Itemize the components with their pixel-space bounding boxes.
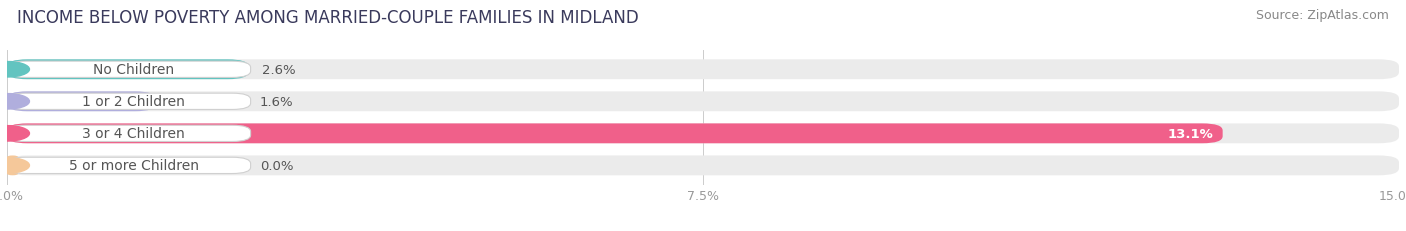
FancyBboxPatch shape [7,92,156,112]
FancyBboxPatch shape [7,62,250,78]
FancyBboxPatch shape [7,94,250,110]
FancyBboxPatch shape [7,124,1223,144]
Circle shape [0,94,30,109]
Text: INCOME BELOW POVERTY AMONG MARRIED-COUPLE FAMILIES IN MIDLAND: INCOME BELOW POVERTY AMONG MARRIED-COUPL… [17,9,638,27]
FancyBboxPatch shape [7,92,1399,112]
FancyBboxPatch shape [7,158,250,174]
Text: 1 or 2 Children: 1 or 2 Children [82,95,186,109]
Circle shape [0,126,30,141]
FancyBboxPatch shape [7,126,250,142]
FancyBboxPatch shape [7,124,1399,144]
Text: 5 or more Children: 5 or more Children [69,159,198,173]
Circle shape [0,158,30,173]
Text: 13.1%: 13.1% [1167,127,1213,140]
FancyBboxPatch shape [7,60,249,80]
Text: Source: ZipAtlas.com: Source: ZipAtlas.com [1256,9,1389,22]
Text: 1.6%: 1.6% [260,95,294,108]
FancyBboxPatch shape [7,156,18,176]
Circle shape [0,62,30,78]
Text: 0.0%: 0.0% [260,159,294,172]
FancyBboxPatch shape [7,60,1399,80]
Text: 3 or 4 Children: 3 or 4 Children [82,127,186,141]
Text: No Children: No Children [93,63,174,77]
FancyBboxPatch shape [7,156,1399,176]
Text: 2.6%: 2.6% [262,64,295,76]
